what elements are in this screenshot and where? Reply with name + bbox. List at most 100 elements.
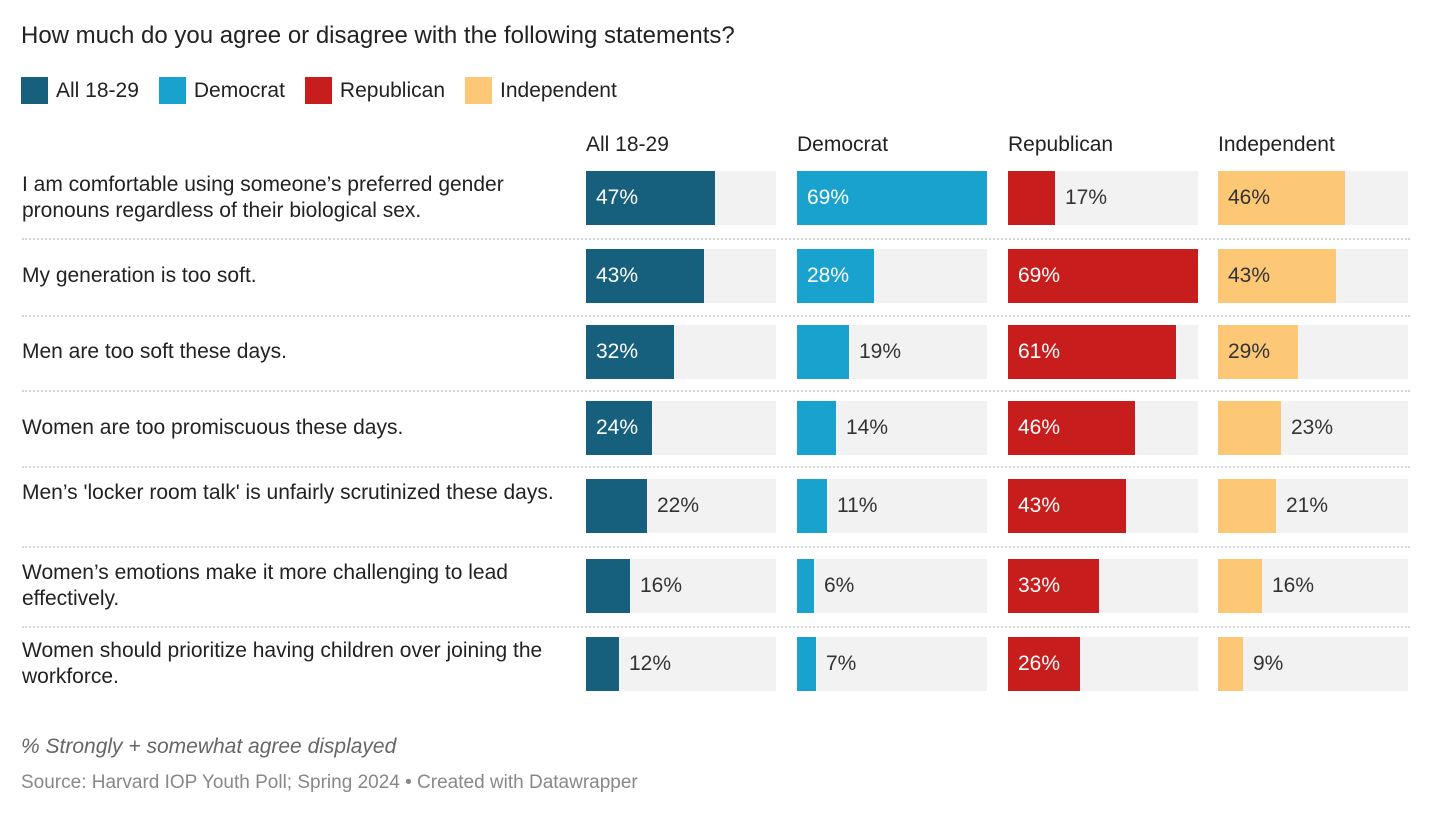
legend-swatch	[158, 77, 186, 104]
bar	[797, 479, 827, 533]
bar-track: 46%	[1008, 401, 1198, 455]
data-label: 26%	[1018, 652, 1061, 675]
bar	[1008, 401, 1135, 455]
bar-track: 26%	[1008, 637, 1198, 691]
bar	[797, 559, 814, 613]
row-divider	[22, 315, 1410, 317]
data-label: 14%	[846, 416, 889, 439]
data-label: 43%	[1228, 264, 1271, 287]
bar	[797, 637, 816, 691]
bar-track: 12%	[586, 637, 776, 691]
bar-track: 69%	[1008, 249, 1198, 303]
bar-track: 46%	[1218, 171, 1408, 225]
data-label: 23%	[1291, 416, 1334, 439]
row-label: My generation is too soft.	[22, 264, 257, 287]
data-label: 21%	[1286, 494, 1329, 517]
row-label: Women are too promiscuous these days.	[22, 416, 404, 439]
data-label: 29%	[1228, 340, 1271, 363]
bar	[1008, 325, 1176, 379]
bar	[1008, 249, 1198, 303]
data-label: 19%	[859, 340, 902, 363]
row-label: I am comfortable using someone’s preferr…	[22, 173, 504, 222]
bar-track: 19%	[797, 325, 987, 379]
column-header: Republican	[1008, 133, 1114, 156]
legend: All 18-29 Democrat Republican Independent	[21, 77, 617, 104]
row-divider	[22, 238, 1410, 240]
data-label: 46%	[1018, 416, 1061, 439]
legend-label: Democrat	[193, 78, 285, 102]
bar-track: 61%	[1008, 325, 1198, 379]
legend-item: Independent	[465, 77, 617, 104]
data-label: 16%	[640, 574, 683, 597]
bar	[797, 171, 987, 225]
chart-source: Source: Harvard IOP Youth Poll; Spring 2…	[21, 772, 638, 793]
bar-track: 6%	[797, 559, 987, 613]
data-label: 43%	[596, 264, 639, 287]
data-label: 46%	[1228, 186, 1271, 209]
legend-label: Republican	[339, 78, 445, 102]
bar	[586, 249, 704, 303]
bar-track: 22%	[586, 479, 776, 533]
row-label: Men are too soft these days.	[22, 340, 287, 363]
bar	[1008, 637, 1080, 691]
bar	[1218, 171, 1345, 225]
bar	[797, 325, 849, 379]
bar	[1008, 171, 1055, 225]
bar-track: 23%	[1218, 401, 1408, 455]
data-label: 6%	[824, 574, 855, 597]
chart-title: How much do you agree or disagree with t…	[21, 22, 735, 49]
bar-track: 16%	[586, 559, 776, 613]
row-divider	[22, 626, 1410, 628]
column-header: All 18-29	[586, 133, 669, 156]
bar	[1218, 637, 1243, 691]
bar-track: 7%	[797, 637, 987, 691]
data-label: 12%	[629, 652, 672, 675]
bar-track: 43%	[1218, 249, 1408, 303]
bar-track: 9%	[1218, 637, 1408, 691]
bar-track: 16%	[1218, 559, 1408, 613]
data-label: 24%	[596, 416, 639, 439]
data-label: 17%	[1065, 186, 1108, 209]
legend-label: Independent	[500, 78, 617, 102]
row-divider	[22, 546, 1410, 548]
data-label: 16%	[1272, 574, 1315, 597]
bar	[586, 637, 619, 691]
legend-swatch	[304, 77, 332, 104]
data-label: 11%	[837, 494, 878, 517]
data-label: 28%	[807, 264, 850, 287]
bar-track: 43%	[1008, 479, 1198, 533]
row-divider	[22, 390, 1410, 392]
bar-track: 43%	[586, 249, 776, 303]
legend-label: All 18-29	[56, 78, 139, 102]
data-label: 69%	[1018, 264, 1061, 287]
bar-track: 11%	[797, 479, 987, 533]
legend-item: Republican	[304, 77, 445, 104]
bar	[1218, 325, 1298, 379]
legend-item: All 18-29	[21, 77, 139, 104]
bar	[797, 401, 836, 455]
bar	[586, 479, 647, 533]
bar	[586, 171, 715, 225]
bar-track: 17%	[1008, 171, 1198, 225]
row-divider	[22, 466, 1410, 468]
data-label: 69%	[807, 186, 850, 209]
bar-track: 47%	[586, 171, 776, 225]
legend-item: Democrat	[158, 77, 285, 104]
data-label: 9%	[1253, 652, 1284, 675]
bar	[1218, 249, 1336, 303]
bar-track: 29%	[1218, 325, 1408, 379]
bar-track: 32%	[586, 325, 776, 379]
bar	[1218, 479, 1276, 533]
bar	[586, 401, 652, 455]
data-label: 22%	[657, 494, 700, 517]
data-label: 33%	[1018, 574, 1061, 597]
data-label: 32%	[596, 340, 639, 363]
legend-swatch	[465, 77, 492, 104]
bar-track: 21%	[1218, 479, 1408, 533]
row-label: Women should prioritize having children …	[22, 639, 543, 688]
bar	[1008, 559, 1099, 613]
data-label: 61%	[1018, 340, 1061, 363]
bar-track: 14%	[797, 401, 987, 455]
column-header: Independent	[1218, 133, 1335, 156]
